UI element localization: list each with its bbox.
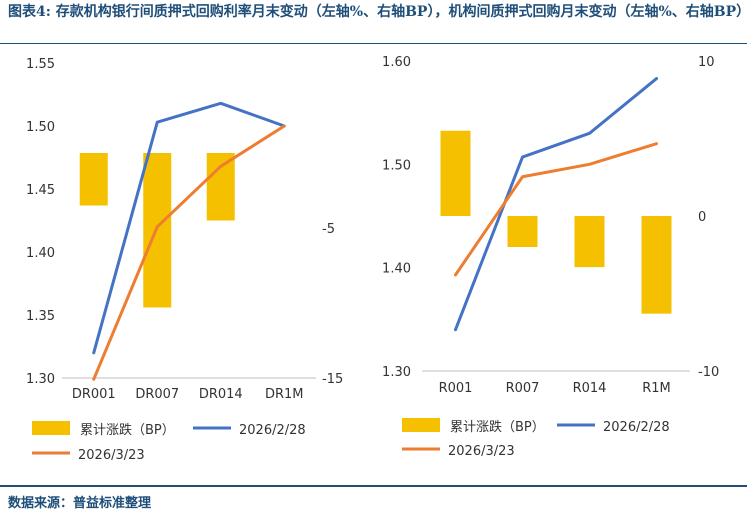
bar-cumulative-change — [440, 130, 471, 216]
x-axis-tick-label: R001 — [439, 381, 473, 396]
line-series-2026-03-23 — [92, 124, 286, 381]
title-divider — [0, 43, 747, 44]
x-axis-tick-label: R1M — [642, 381, 671, 396]
legend-label: 累计涨跌（BP） — [80, 422, 175, 438]
right-axis-tick-label: -15 — [322, 372, 343, 387]
line-series-2026-02-28 — [454, 77, 658, 332]
left-axis-tick-label: 1.50 — [382, 158, 411, 173]
legend-label: 2026/3/23 — [448, 444, 515, 459]
x-axis-tick-label: DR007 — [135, 387, 179, 402]
left-axis-tick-label: 1.50 — [26, 120, 55, 135]
right-axis-tick-label: -5 — [322, 222, 335, 237]
left-axis-tick-label: 1.30 — [382, 365, 411, 380]
legend-bar-swatch — [32, 421, 70, 435]
x-axis-tick-label: DR1M — [265, 387, 304, 402]
legend-label: 2026/2/28 — [603, 420, 670, 435]
legend-bar-swatch — [402, 418, 440, 432]
legend-label: 累计涨跌（BP） — [450, 419, 545, 435]
left-axis-tick-label: 1.55 — [26, 57, 55, 72]
bar-cumulative-change — [574, 216, 605, 268]
legend-label: 2026/3/23 — [78, 448, 145, 463]
source-note: 数据来源：普益标准整理 — [8, 496, 152, 511]
right-axis-tick-label: 0 — [698, 210, 706, 225]
left-axis-tick-label: 1.60 — [382, 55, 411, 70]
bar-cumulative-change — [641, 216, 672, 314]
left-axis-tick-label: 1.45 — [26, 183, 55, 198]
footer-divider — [0, 485, 747, 487]
x-axis-tick-label: DR014 — [199, 387, 243, 402]
bar-cumulative-change — [79, 153, 108, 206]
left-axis-tick-label: 1.40 — [26, 246, 55, 261]
figure-title: 图表4: 存款机构银行间质押式回购利率月末变动（左轴%、右轴BP），机构间质押式… — [8, 4, 747, 20]
left-axis-tick-label: 1.35 — [26, 309, 55, 324]
left-axis-tick-label: 1.40 — [382, 262, 411, 277]
left-axis-tick-label: 1.30 — [26, 372, 55, 387]
line-series-2026-02-28 — [92, 101, 286, 355]
bar-cumulative-change — [206, 153, 235, 221]
x-axis-tick-label: R014 — [573, 381, 607, 396]
x-axis-tick-label: R007 — [506, 381, 540, 396]
right-axis-tick-label: 10 — [698, 55, 715, 70]
x-axis-tick-label: DR001 — [72, 387, 116, 402]
legend-label: 2026/2/28 — [239, 423, 306, 438]
right-axis-tick-label: -10 — [698, 365, 719, 380]
line-series-2026-03-23 — [454, 142, 658, 277]
bar-cumulative-change — [507, 216, 538, 247]
